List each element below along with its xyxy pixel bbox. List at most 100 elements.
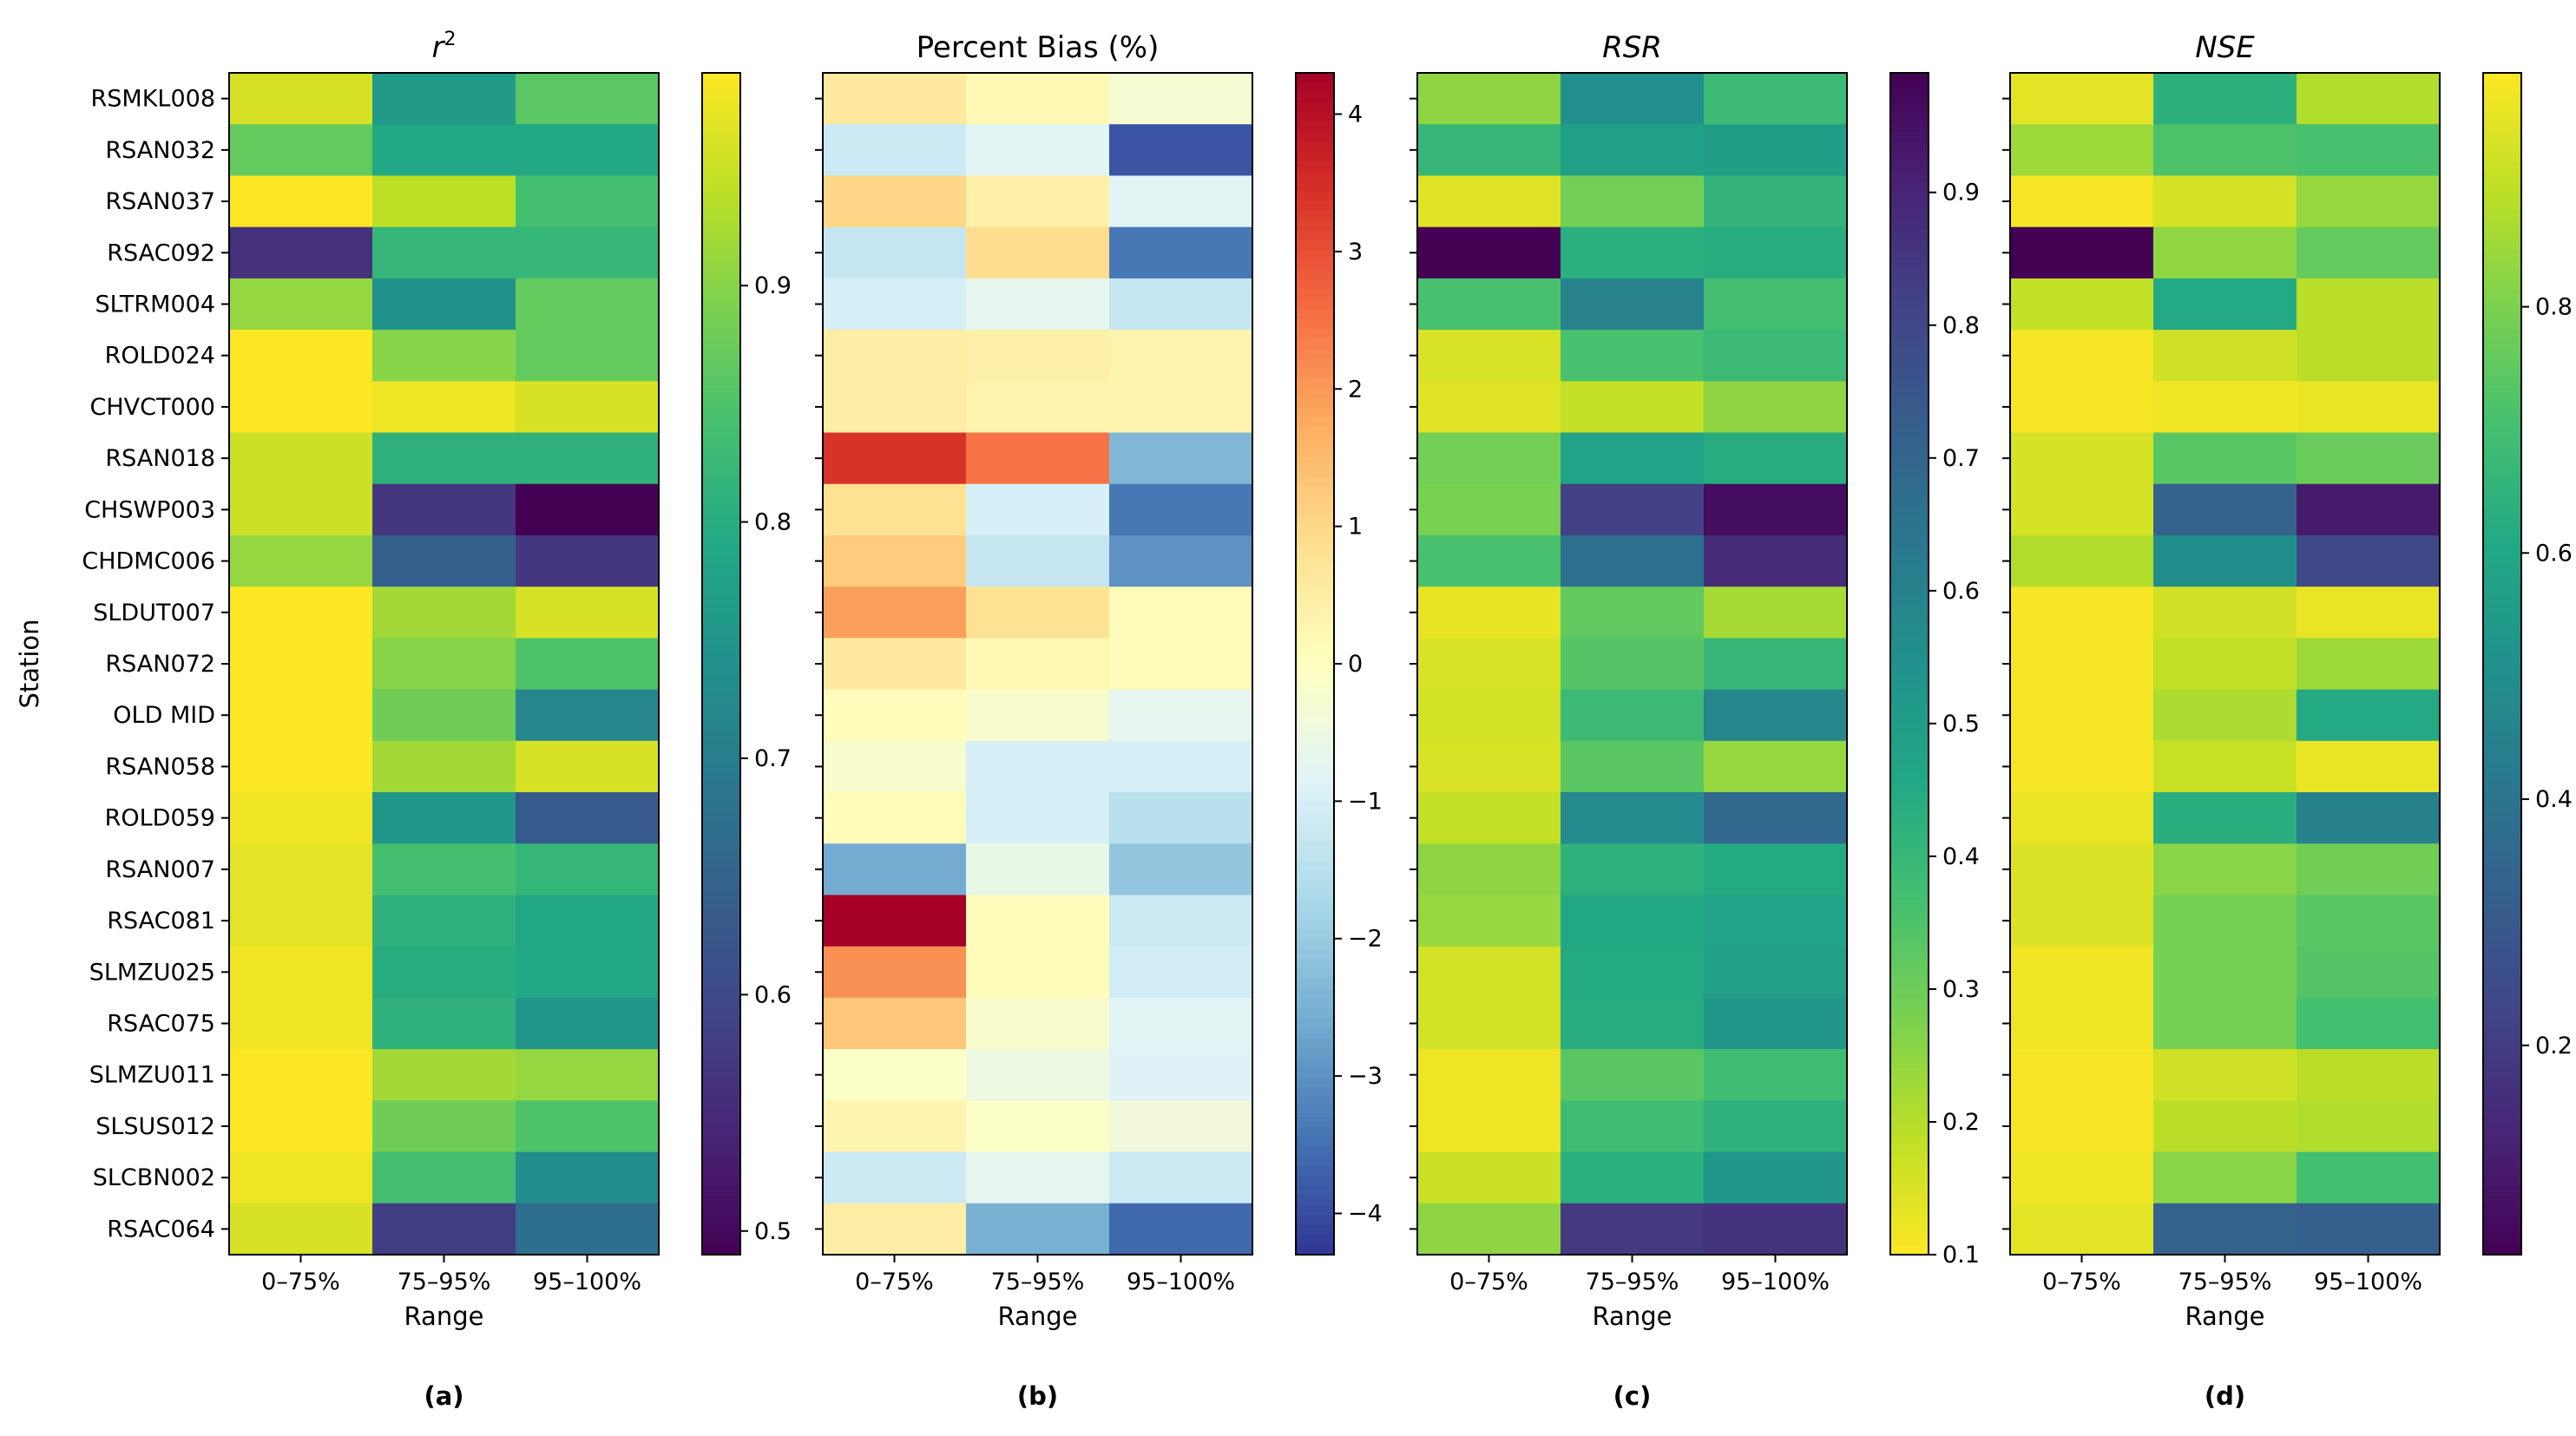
colorbar-segment — [2483, 574, 2521, 586]
colorbar-segment — [702, 880, 740, 891]
heatmap-cell — [1109, 997, 1253, 1050]
colorbar-segment — [1296, 141, 1334, 153]
heatmap-cell — [1417, 1151, 1561, 1204]
colorbar-segment — [702, 239, 740, 251]
colorbar-segment — [1296, 289, 1334, 300]
heatmap-cell — [516, 534, 660, 587]
colorbar-segment — [702, 309, 740, 320]
colorbar-segment — [2483, 338, 2521, 350]
colorbar-segment — [1296, 496, 1334, 507]
heatmap-cell — [372, 1203, 516, 1256]
colorbar-segment — [702, 624, 740, 635]
heatmap-cell — [1704, 997, 1848, 1050]
colorbar-segment — [1890, 979, 1929, 990]
colorbar-segment — [702, 270, 740, 280]
colorbar-segment — [702, 132, 740, 143]
colorbar-segment — [702, 1244, 740, 1256]
heatmap-cell — [229, 278, 373, 331]
colorbar-segment — [1296, 210, 1334, 221]
heatmap-cell — [372, 638, 516, 691]
colorbar-segment — [1890, 417, 1929, 429]
colorbar-segment — [702, 279, 740, 291]
colorbar-segment — [1890, 132, 1929, 143]
heatmap-cell — [1561, 1151, 1705, 1204]
colorbar-segment — [2483, 939, 2521, 950]
colorbar-tick-label: 0.6 — [2535, 540, 2573, 567]
heatmap-cell — [1561, 1203, 1705, 1256]
x-axis-title: Range — [1593, 1302, 1672, 1331]
colorbar-segment — [1296, 693, 1334, 704]
colorbar-segment — [1890, 535, 1929, 547]
colorbar-segment — [1890, 496, 1929, 507]
colorbar-segment — [1296, 614, 1334, 626]
colorbar-segment — [2483, 1087, 2521, 1098]
colorbar-segment — [2483, 259, 2521, 271]
heatmap-cell — [229, 483, 373, 536]
colorbar-segment — [1296, 102, 1334, 113]
colorbar-segment — [1890, 299, 1929, 310]
heatmap-cell — [1417, 1049, 1561, 1101]
station-label: SLTRM004 — [95, 291, 215, 318]
colorbar-segment — [2483, 239, 2521, 251]
heatmap-cell — [1417, 534, 1561, 587]
colorbar-segment — [1890, 555, 1929, 567]
heatmap-cell — [516, 792, 660, 844]
colorbar-segment — [702, 535, 740, 547]
colorbar-segment — [702, 506, 740, 517]
heatmap-cell — [823, 689, 967, 742]
heatmap-cell — [2010, 638, 2154, 691]
heatmap-cell — [1704, 73, 1848, 125]
colorbar-segment — [1296, 633, 1334, 645]
heatmap-cell — [2153, 946, 2297, 999]
colorbar-segment — [702, 968, 740, 980]
colorbar-segment — [1890, 821, 1929, 832]
colorbar-segment — [702, 427, 740, 438]
colorbar-segment — [2483, 1106, 2521, 1118]
colorbar-segment — [1890, 338, 1929, 350]
heatmap-cell — [1561, 946, 1705, 999]
colorbar-segment — [2483, 270, 2521, 280]
heatmap-cell — [1561, 689, 1705, 742]
heatmap-cell — [2010, 1100, 2154, 1153]
colorbar-segment — [2483, 436, 2521, 448]
heatmap-cell — [1417, 175, 1561, 228]
heatmap-cell — [229, 843, 373, 896]
station-label: SLMZU011 — [89, 1062, 215, 1089]
colorbar-segment — [2483, 318, 2521, 330]
colorbar-segment — [1296, 1235, 1334, 1246]
colorbar-segment — [1296, 624, 1334, 635]
colorbar-segment — [1890, 633, 1929, 645]
colorbar-segment — [702, 1087, 740, 1098]
heatmap-cell — [2153, 73, 2297, 125]
heatmap-cell — [1109, 689, 1253, 742]
colorbar-segment — [2483, 397, 2521, 409]
heatmap-cell — [1561, 740, 1705, 793]
colorbar-segment — [1890, 890, 1929, 901]
heatmap-cell — [1704, 946, 1848, 999]
colorbar-segment — [2483, 132, 2521, 143]
colorbar-segment — [702, 161, 740, 173]
colorbar-segment — [2483, 988, 2521, 1000]
colorbar-segment — [702, 1156, 740, 1167]
heatmap-cell — [2010, 175, 2154, 228]
colorbar-segment — [702, 1058, 740, 1068]
heatmap-cell — [1109, 534, 1253, 587]
heatmap-cell — [966, 175, 1110, 228]
colorbar-segment — [1890, 742, 1929, 753]
colorbar-segment — [1890, 191, 1929, 202]
colorbar-segment — [1296, 1195, 1334, 1206]
station-label: OLD MID — [113, 702, 215, 729]
colorbar-segment — [1890, 1215, 1929, 1226]
colorbar-segment — [2483, 594, 2521, 606]
heatmap-cell — [966, 1203, 1110, 1256]
colorbar-tick-label: 0.9 — [754, 272, 792, 299]
colorbar-segment — [2483, 555, 2521, 567]
heatmap-cell — [2153, 740, 2297, 793]
heatmap-cell — [2010, 278, 2154, 331]
colorbar-segment — [1296, 565, 1334, 576]
colorbar-segment — [702, 191, 740, 202]
colorbar-segment — [702, 377, 740, 389]
colorbar-segment — [2483, 545, 2521, 556]
panel-title: Percent Bias (%) — [917, 30, 1160, 65]
colorbar-tick-label: 0.6 — [1942, 578, 1980, 605]
